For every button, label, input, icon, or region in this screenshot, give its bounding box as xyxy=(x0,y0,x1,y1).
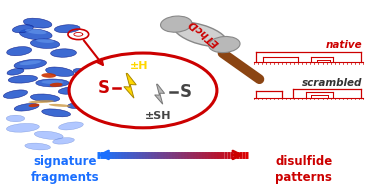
Ellipse shape xyxy=(55,25,80,33)
Text: EThcD: EThcD xyxy=(187,17,221,48)
Ellipse shape xyxy=(73,68,91,75)
Ellipse shape xyxy=(53,138,74,144)
Ellipse shape xyxy=(49,104,71,107)
Polygon shape xyxy=(124,73,136,98)
Ellipse shape xyxy=(7,68,24,75)
Ellipse shape xyxy=(6,115,25,122)
Ellipse shape xyxy=(7,47,32,56)
Ellipse shape xyxy=(174,22,227,46)
Ellipse shape xyxy=(14,103,39,111)
Ellipse shape xyxy=(59,122,83,130)
Ellipse shape xyxy=(14,59,46,69)
Circle shape xyxy=(69,53,217,128)
Ellipse shape xyxy=(6,123,39,132)
Ellipse shape xyxy=(42,73,56,78)
Ellipse shape xyxy=(68,102,89,108)
Ellipse shape xyxy=(25,29,47,34)
Ellipse shape xyxy=(8,75,37,83)
Ellipse shape xyxy=(29,104,39,107)
Ellipse shape xyxy=(35,131,63,139)
Text: scrambled: scrambled xyxy=(302,78,362,88)
Ellipse shape xyxy=(46,67,74,76)
Polygon shape xyxy=(155,84,165,104)
Ellipse shape xyxy=(3,90,27,98)
Ellipse shape xyxy=(20,29,52,40)
Text: ±H: ±H xyxy=(130,61,148,71)
Ellipse shape xyxy=(36,39,54,43)
Ellipse shape xyxy=(23,18,52,28)
Text: S: S xyxy=(98,79,110,97)
Text: ±SH: ±SH xyxy=(145,111,171,121)
Ellipse shape xyxy=(20,60,41,65)
Text: S: S xyxy=(180,83,191,101)
Ellipse shape xyxy=(30,94,60,102)
Text: native: native xyxy=(325,40,362,50)
Ellipse shape xyxy=(50,83,63,87)
Text: signature
fragments: signature fragments xyxy=(31,155,100,184)
Ellipse shape xyxy=(41,80,63,84)
Ellipse shape xyxy=(29,100,54,103)
Ellipse shape xyxy=(25,143,50,150)
Ellipse shape xyxy=(36,79,69,87)
Ellipse shape xyxy=(209,36,240,53)
Ellipse shape xyxy=(161,16,192,32)
Ellipse shape xyxy=(42,109,70,117)
Ellipse shape xyxy=(12,25,33,33)
Text: disulfide
patterns: disulfide patterns xyxy=(275,155,332,184)
Ellipse shape xyxy=(50,49,76,57)
Ellipse shape xyxy=(30,39,60,48)
Ellipse shape xyxy=(58,87,83,94)
